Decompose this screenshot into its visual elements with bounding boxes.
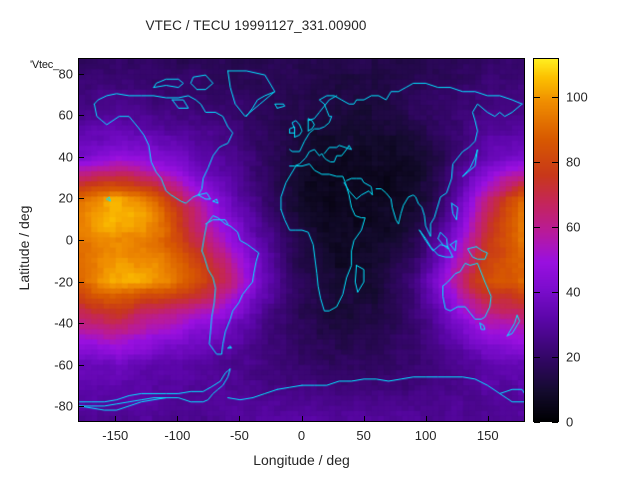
x-tick-label-150: 150 (476, 428, 499, 443)
colorbar-tick-label-20: 20 (566, 349, 581, 365)
x-axis-title: Longitude / deg (253, 452, 350, 468)
colorbar-tick-label-100: 100 (566, 89, 588, 105)
colorbar-tick-label-80: 80 (566, 154, 581, 170)
x-tick-label--150: -150 (102, 428, 129, 443)
colorbar (533, 58, 559, 422)
x-tick-label-0: 0 (297, 428, 306, 443)
x-axis-tick-labels: -150 -100 -50 0 50 100 150 (0, 428, 640, 450)
colorbar-gradient (534, 59, 558, 421)
plot-area (78, 58, 525, 422)
y-tick-mark (78, 156, 84, 158)
y-tick-label--40: -40 (54, 315, 73, 331)
colorbar-tick-label-60: 60 (566, 219, 581, 235)
y-tick-label--60: -60 (54, 357, 73, 373)
y-axis-title: Latitude / deg (16, 205, 32, 291)
x-tick-mark (239, 416, 241, 422)
y-tick-mark (78, 323, 84, 325)
stray-overlay-label: 'Vtec_ (30, 59, 60, 71)
x-tick-label-100: 100 (414, 428, 437, 443)
x-tick-mark (301, 416, 303, 422)
vtec-heatmap (79, 59, 524, 421)
x-tick-mark (115, 416, 117, 422)
x-tick-label-50: 50 (356, 428, 371, 443)
colorbar-tick-mark (552, 422, 558, 423)
y-tick-mark (78, 240, 84, 241)
x-tick-mark (177, 416, 179, 422)
y-axis-tick-labels: 80 60 40 20 0 -20 -40 -60 -80 (0, 0, 73, 480)
y-tick-mark (78, 115, 84, 117)
chart-title: VTEC / TECU 19991127_331.00900 (145, 18, 367, 33)
y-tick-label-80: 80 (58, 66, 73, 82)
y-tick-label-0: 0 (65, 232, 73, 248)
x-tick-label--50: -50 (230, 428, 249, 443)
y-tick-label-60: 60 (58, 107, 73, 123)
y-tick-mark (78, 364, 84, 366)
x-tick-mark (487, 416, 489, 422)
x-tick-label--100: -100 (164, 428, 191, 443)
y-tick-label-40: 40 (58, 149, 73, 165)
y-tick-mark (78, 198, 84, 200)
y-tick-mark (78, 281, 84, 283)
colorbar-tick-mark (534, 422, 540, 423)
y-tick-label-20: 20 (58, 190, 73, 206)
y-tick-mark (78, 406, 84, 408)
y-tick-label--80: -80 (54, 398, 73, 414)
colorbar-tick-label-40: 40 (566, 284, 581, 300)
x-tick-mark (363, 416, 365, 422)
y-tick-label--20: -20 (54, 274, 73, 290)
x-tick-mark (425, 416, 427, 422)
y-tick-mark (78, 73, 84, 75)
